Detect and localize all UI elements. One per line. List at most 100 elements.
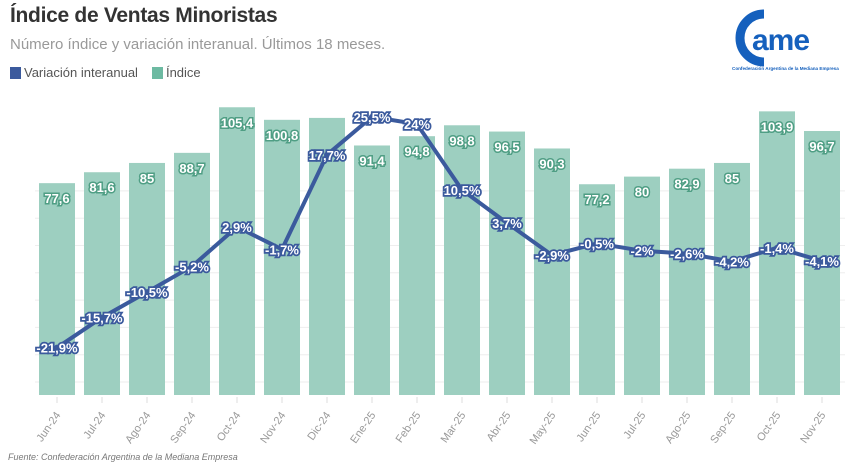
- line-label: -4,1%: [805, 254, 839, 269]
- line-label: -1,4%: [760, 241, 794, 256]
- source-note: Fuente: Confederación Argentina de la Me…: [8, 452, 238, 462]
- line-point: [774, 244, 780, 251]
- line-label: -21,9%: [36, 341, 78, 356]
- legend-label: Índice: [165, 65, 201, 80]
- legend: Variación interanual Índice: [10, 65, 201, 80]
- bar: [129, 162, 165, 395]
- line-point: [54, 344, 60, 351]
- line-point: [99, 314, 105, 321]
- bar-label: 77,6: [44, 191, 69, 206]
- line-point: [369, 113, 375, 120]
- line-point: [324, 151, 330, 158]
- chart-title: Índice de Ventas Minoristas: [10, 4, 278, 27]
- bar-label: 105,4: [221, 115, 254, 130]
- line-label: 17,7%: [309, 148, 346, 163]
- line-point: [639, 247, 645, 254]
- line-point: [459, 186, 465, 193]
- bar: [669, 168, 705, 395]
- bar: [624, 176, 660, 395]
- bar-label: 100,8: [266, 128, 299, 143]
- bar-label: 96,5: [494, 140, 519, 155]
- bar: [714, 162, 750, 395]
- line-label: -4,2%: [715, 254, 749, 269]
- bar-label: 90,3: [539, 156, 564, 171]
- line-label: 2,9%: [222, 220, 252, 235]
- line-point: [279, 246, 285, 253]
- line-label: -10,5%: [126, 285, 168, 300]
- line-point: [819, 257, 825, 264]
- legend-swatch: [151, 67, 163, 79]
- line-label: -2%: [630, 244, 654, 259]
- bar: [489, 131, 525, 395]
- x-tick-label: Ago-24: [123, 410, 153, 446]
- bar: [309, 117, 345, 395]
- bar-label: 81,6: [89, 180, 114, 195]
- x-tick-label: Jun-25: [574, 410, 603, 444]
- line-label: -2,9%: [535, 248, 569, 263]
- x-tick-label: Ene-25: [348, 410, 378, 446]
- bar-label: 91,4: [359, 153, 385, 168]
- x-tick-label: May-25: [528, 410, 559, 447]
- bar: [39, 183, 75, 395]
- line-label: 3,7%: [492, 216, 522, 231]
- bar-label: 103,9: [761, 119, 794, 134]
- svg-text:ame: ame: [752, 24, 809, 57]
- bar: [219, 107, 255, 396]
- x-tick-label: Mar-25: [439, 410, 469, 445]
- legend-item-indice: Índice: [151, 65, 201, 80]
- line-point: [414, 121, 420, 128]
- x-tick-label: Jul-25: [621, 410, 648, 441]
- bar-label: 80: [635, 185, 649, 200]
- bar: [444, 125, 480, 395]
- legend-label: Variación interanual: [24, 65, 138, 80]
- svg-text:Confederación Argentina de la: Confederación Argentina de la Mediana Em…: [732, 66, 839, 71]
- legend-item-variacion: Variación interanual: [10, 65, 138, 80]
- bar-label: 88,7: [179, 161, 204, 176]
- line-label: 10,5%: [444, 183, 481, 198]
- bar-label: 85: [725, 171, 739, 186]
- x-tick-label: Nov-24: [258, 410, 288, 446]
- line-label: 24%: [404, 117, 430, 132]
- x-tick-label: Jun-24: [34, 410, 63, 444]
- line-label: 25,5%: [354, 110, 391, 125]
- x-tick-label: Dic-24: [305, 410, 333, 443]
- line-label: -15,7%: [81, 310, 123, 325]
- bar-label: 85: [140, 171, 154, 186]
- bar-label: 98,8: [449, 133, 474, 148]
- line-series: [55, 114, 823, 350]
- line-point: [504, 219, 510, 226]
- bar: [354, 145, 390, 395]
- x-tick-label: Sep-24: [168, 410, 198, 446]
- x-tick-label: Abr-25: [485, 410, 514, 444]
- x-tick-label: Oct-24: [215, 410, 244, 444]
- bar: [399, 136, 435, 396]
- bar: [84, 172, 120, 395]
- bar-label: 82,9: [674, 177, 699, 192]
- line-label: -2,6%: [670, 247, 704, 262]
- bar: [534, 148, 570, 395]
- line-label: -1,7%: [265, 242, 299, 257]
- line-point: [549, 252, 555, 259]
- line-point: [144, 289, 150, 296]
- bar-label: 96,7: [809, 139, 834, 154]
- line-label: -0,5%: [580, 236, 614, 251]
- bar: [579, 184, 615, 395]
- x-tick-label: Jul-24: [81, 410, 108, 441]
- chart-subtitle: Número índice y variación interanual. Úl…: [10, 36, 386, 53]
- x-tick-label: Oct-25: [755, 410, 784, 444]
- bar-label: 94,8: [404, 144, 429, 159]
- line-point: [234, 223, 240, 230]
- line-point: [729, 258, 735, 265]
- line-point: [594, 240, 600, 247]
- x-tick-label: Sep-25: [708, 410, 738, 446]
- line-point: [684, 250, 690, 257]
- x-tick-label: Nov-25: [798, 410, 828, 446]
- bar: [264, 119, 300, 395]
- bar-label: 77,2: [584, 192, 609, 207]
- line-point: [189, 263, 195, 270]
- came-logo: ame Confederación Argentina de la Median…: [732, 9, 839, 71]
- legend-swatch: [10, 67, 21, 79]
- line-label: -5,2%: [175, 259, 209, 274]
